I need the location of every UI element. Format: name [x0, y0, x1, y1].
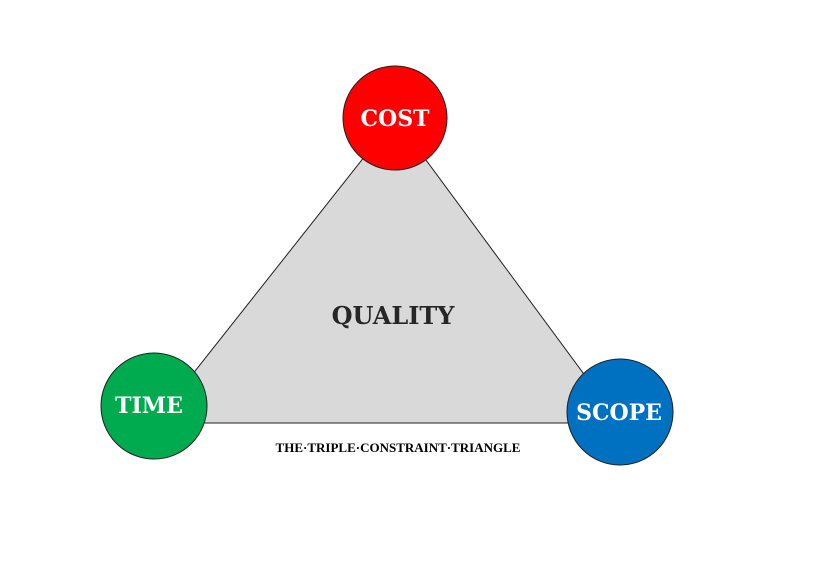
- cost-node: COST: [342, 65, 448, 171]
- time-circle: [100, 352, 208, 460]
- quality-triangle: [152, 117, 621, 424]
- time-node: TIME: [100, 352, 208, 460]
- time-label: TIME: [115, 393, 183, 419]
- quality-label: QUALITY: [332, 301, 456, 330]
- scope-node: SCOPE: [566, 358, 674, 466]
- cost-circle: [342, 65, 448, 171]
- scope-label: SCOPE: [576, 400, 662, 426]
- cost-label: COST: [361, 106, 431, 132]
- scope-circle: [566, 358, 674, 466]
- diagram-caption: THE·TRIPLE·CONSTRAINT·TRIANGLE: [276, 440, 521, 455]
